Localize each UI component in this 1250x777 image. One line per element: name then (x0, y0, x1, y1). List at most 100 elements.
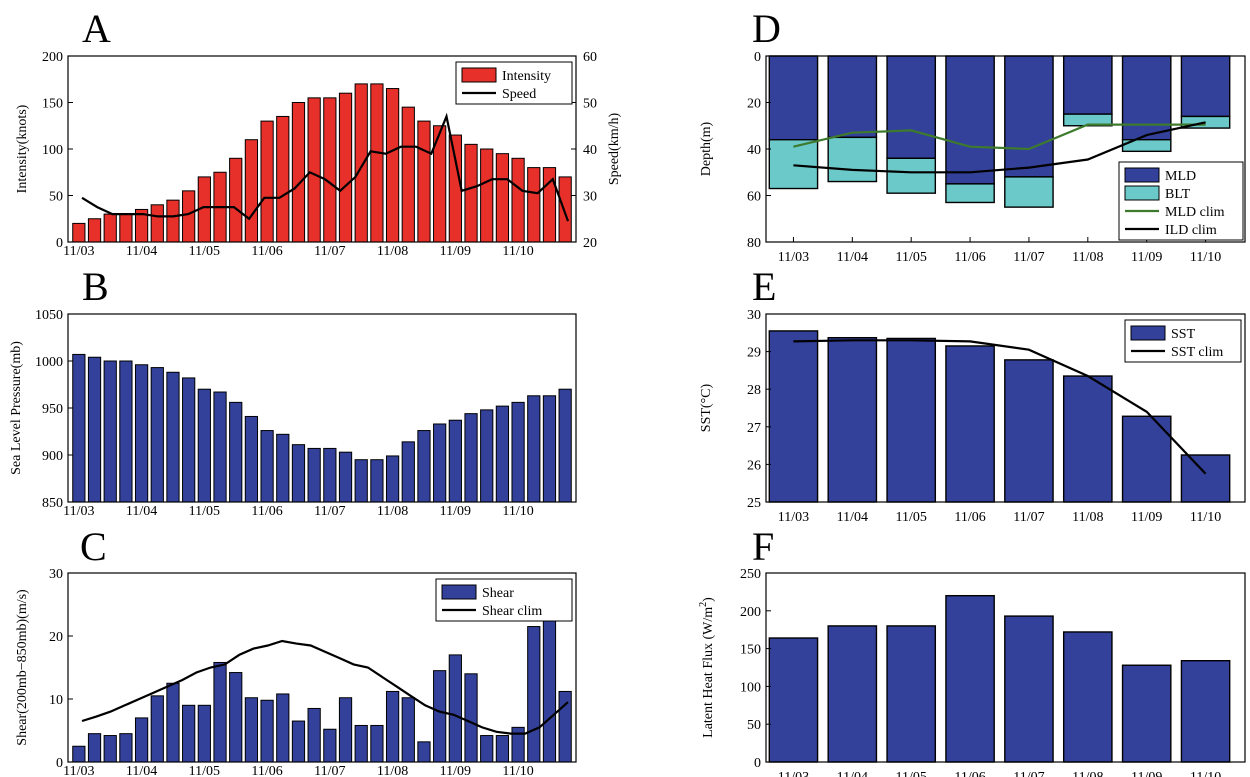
mld-bar (1180, 55, 1231, 118)
shear-bar (417, 741, 431, 763)
plot-frame (765, 572, 1246, 763)
y-tick-label: 200 (740, 605, 761, 620)
intensity-bar (338, 92, 353, 243)
x-tick-label: 11/10 (502, 764, 533, 777)
x-tick-label: 11/07 (314, 244, 345, 259)
pressure-bar (166, 371, 180, 503)
y-axis-label: Shear(200mb−850mb)(m/s) (15, 589, 30, 746)
latent-heat-bar (1004, 615, 1054, 763)
shear-bar (448, 654, 462, 763)
y-axis-label-sup: 2 (698, 602, 709, 607)
shear-bar (527, 626, 541, 763)
pressure-bar (495, 405, 510, 503)
pressure-bar (307, 447, 321, 503)
y-tick-label-right: 40 (583, 143, 597, 158)
sst-bar (945, 345, 995, 503)
sst-bar (1062, 375, 1113, 503)
latent-heat-bar (1062, 631, 1113, 763)
x-tick-label: 11/09 (1131, 250, 1162, 265)
intensity-bar (182, 190, 196, 243)
pressure-bar (119, 360, 133, 503)
pressure-bar (182, 377, 196, 503)
legend-label: MLD (1165, 169, 1196, 184)
shear-clim-line (81, 639, 569, 735)
intensity-bar (495, 153, 510, 243)
panel-letter: C (80, 524, 107, 569)
pressure-bar (542, 395, 557, 503)
shear-bar (276, 693, 290, 763)
panel-c: 11/03 11/04 11/05 11/06 11/07 11/08 11/09 11/10… (15, 524, 577, 777)
x-tick-label: 11/05 (189, 504, 220, 519)
ild-clim-line (793, 121, 1206, 174)
x-tick-label: 11/06 (954, 250, 985, 265)
x-tick-label: 11/05 (189, 244, 220, 259)
x-tick-label: 11/04 (837, 510, 868, 525)
plot-frame (765, 313, 1246, 503)
shear-bar (166, 682, 180, 763)
pressure-bar (417, 430, 431, 503)
shear-bar (260, 699, 274, 763)
y-axis-label-end: ) (701, 597, 716, 602)
shear-bar (119, 733, 133, 763)
y-tick-label: 850 (42, 496, 63, 511)
x-tick-label: 11/07 (1013, 510, 1044, 525)
y-tick-label: 0 (754, 756, 761, 771)
blt-bar (886, 157, 937, 194)
intensity-bar (291, 102, 306, 243)
shear-bar (150, 695, 164, 763)
shear-bar (558, 690, 572, 763)
x-tick-label: 11/08 (1072, 770, 1103, 777)
legend-label: SST (1171, 327, 1196, 342)
shear-bar (385, 690, 400, 763)
intensity-bar (166, 199, 180, 243)
y-axis-label: SST(°C) (699, 383, 714, 432)
x-tick-label: 11/07 (1013, 250, 1044, 265)
shear-bar (87, 733, 102, 763)
x-tick-label: 11/09 (440, 764, 471, 777)
mld-bar (1121, 55, 1172, 141)
pressure-bar (323, 447, 337, 503)
x-tick-label: 11/05 (896, 770, 927, 777)
x-tick-label: 11/05 (189, 764, 220, 777)
y-axis-label-main: Latent Heat Flux (W/m (701, 607, 716, 738)
y-tick-label: 28 (747, 383, 761, 398)
legend-swatch-bar (461, 67, 497, 83)
pressure-bar (276, 433, 290, 503)
latent-heat-bar (768, 637, 819, 763)
pressure-bar (72, 353, 86, 503)
panel-letter: D (752, 6, 781, 51)
y-tick-label: 80 (747, 236, 761, 251)
pressure-bar (229, 401, 243, 503)
shear-bar (244, 697, 259, 763)
legend-label: ILD clim (1165, 223, 1217, 238)
y-tick-label: 150 (740, 643, 761, 658)
x-tick-label: 11/06 (954, 770, 985, 777)
x-tick-label: 11/06 (251, 764, 282, 777)
y-tick-label: 10 (49, 693, 63, 708)
x-tick-label: 11/03 (778, 770, 809, 777)
blt-bar (945, 183, 995, 204)
y-tick-label: 900 (42, 449, 63, 464)
x-tick-label: 11/06 (251, 504, 282, 519)
sst-bar (1004, 359, 1054, 503)
x-tick-label: 11/07 (1013, 770, 1044, 777)
sst-bar (1121, 415, 1172, 503)
mld-bar (1004, 55, 1054, 178)
shear-bar (464, 673, 478, 763)
x-tick-label: 11/05 (896, 250, 927, 265)
y-axis-label: Depth(m) (699, 121, 714, 176)
pressure-bar (433, 423, 447, 503)
panel-letter: A (82, 6, 111, 51)
y-axis-label: Intensity(knots) (15, 104, 30, 193)
legend-label: SST clim (1171, 345, 1223, 360)
mld-clim-line (793, 123, 1206, 151)
x-tick-label: 11/03 (63, 504, 94, 519)
x-tick-label: 11/03 (778, 250, 809, 265)
panel-letter: B (82, 264, 109, 309)
pressure-bar (464, 413, 478, 503)
latent-heat-bar (886, 625, 937, 763)
y-tick-label: 200 (42, 50, 63, 65)
legend-swatch-bar (1124, 185, 1160, 201)
x-tick-label: 11/07 (314, 504, 345, 519)
x-tick-label: 11/09 (1131, 770, 1162, 777)
